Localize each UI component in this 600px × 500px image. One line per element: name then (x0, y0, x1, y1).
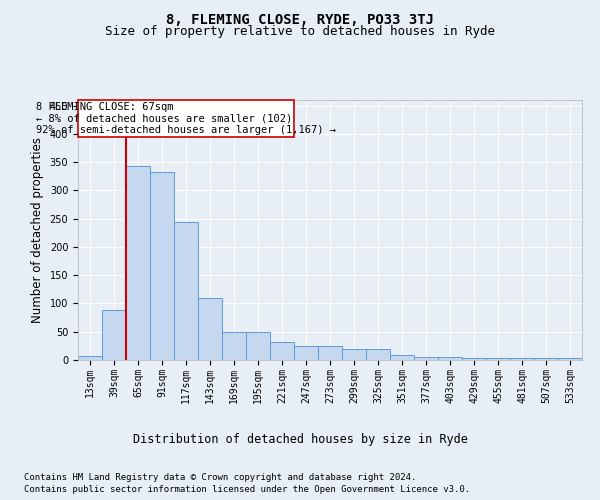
Bar (438, 357, 462, 360)
Bar (534, 358, 558, 360)
Bar (246, 332, 270, 360)
Text: Size of property relative to detached houses in Ryde: Size of property relative to detached ho… (105, 25, 495, 38)
Bar (510, 358, 534, 360)
Bar (270, 342, 294, 360)
Bar (486, 358, 510, 360)
Bar (390, 355, 414, 360)
Bar (198, 298, 222, 360)
Bar (174, 222, 198, 360)
Bar (126, 166, 150, 360)
Bar (558, 358, 582, 360)
Bar (78, 356, 102, 360)
Bar (294, 346, 318, 360)
Bar (222, 332, 246, 360)
Bar (366, 348, 390, 360)
Bar (102, 310, 126, 360)
Bar (414, 357, 438, 360)
Text: Contains public sector information licensed under the Open Government Licence v3: Contains public sector information licen… (24, 485, 470, 494)
Y-axis label: Number of detached properties: Number of detached properties (31, 137, 44, 323)
Bar (462, 358, 486, 360)
Bar (150, 172, 174, 360)
Bar (78, 100, 294, 136)
Text: 8, FLEMING CLOSE, RYDE, PO33 3TJ: 8, FLEMING CLOSE, RYDE, PO33 3TJ (166, 12, 434, 26)
Text: Contains HM Land Registry data © Crown copyright and database right 2024.: Contains HM Land Registry data © Crown c… (24, 472, 416, 482)
Bar (318, 346, 342, 360)
Bar (342, 348, 366, 360)
Text: Distribution of detached houses by size in Ryde: Distribution of detached houses by size … (133, 432, 467, 446)
Text: 8 FLEMING CLOSE: 67sqm
← 8% of detached houses are smaller (102)
92% of semi-det: 8 FLEMING CLOSE: 67sqm ← 8% of detached … (36, 102, 336, 135)
